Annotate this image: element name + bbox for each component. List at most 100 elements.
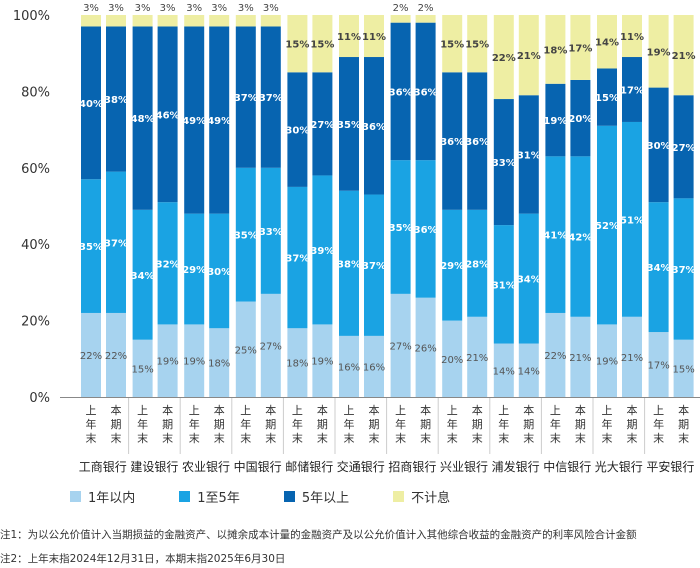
- data-label: 30%: [647, 141, 671, 152]
- bar-segment-2: [235, 167, 256, 302]
- bar-segment-3: [415, 22, 436, 161]
- period-label-char: 末: [678, 431, 689, 445]
- bar-segment-3: [390, 22, 411, 161]
- data-label: 36%: [414, 225, 438, 236]
- bar-segment-2: [493, 225, 514, 344]
- period-label-char: 末: [265, 431, 276, 445]
- data-label: 31%: [492, 280, 516, 291]
- data-label: 14%: [493, 366, 515, 377]
- bar-segment-1: [312, 324, 333, 397]
- bar-segment-2: [157, 202, 178, 325]
- bar-segment-4: [415, 15, 436, 23]
- period-label-char: 上: [498, 404, 509, 417]
- period-label-char: 本: [369, 403, 380, 417]
- bar-segment-2: [648, 202, 669, 333]
- bar-segment-1: [235, 301, 256, 397]
- data-label: 14%: [595, 38, 619, 49]
- data-label: 15%: [595, 93, 619, 104]
- data-label: 37%: [285, 254, 309, 265]
- data-label: 32%: [156, 259, 180, 270]
- bar-segment-3: [673, 95, 694, 199]
- bar-segment-2: [390, 160, 411, 294]
- period-label-char: 上: [395, 404, 406, 417]
- data-label: 31%: [517, 150, 541, 161]
- bank-label: 交通银行: [337, 459, 385, 474]
- bar-segment-1: [467, 316, 488, 397]
- data-label: 19%: [647, 47, 671, 58]
- bar-segment-1: [622, 316, 642, 397]
- period-label-char: 上: [550, 404, 561, 417]
- legend-swatch-non-interest: [393, 491, 405, 502]
- period-label-char: 末: [420, 431, 431, 445]
- data-label: 30%: [207, 267, 231, 278]
- data-label: 38%: [337, 259, 361, 270]
- data-label: 27%: [389, 341, 411, 352]
- data-label: 3%: [160, 3, 176, 14]
- data-label: 15%: [310, 40, 334, 51]
- period-label-char: 末: [344, 431, 355, 445]
- bar-segment-1: [597, 324, 617, 397]
- period-label-char: 末: [240, 431, 251, 445]
- period-label-char: 上: [240, 404, 251, 417]
- bar-segment-3: [570, 79, 591, 157]
- bar-segment-1: [545, 312, 566, 397]
- period-label-char: 末: [292, 431, 303, 445]
- period-label-char: 本: [420, 403, 431, 417]
- bar-segment-3: [597, 68, 617, 126]
- period-label-char: 年: [395, 417, 406, 431]
- data-label: 15%: [131, 364, 153, 375]
- data-label: 37%: [104, 238, 128, 249]
- data-label: 52%: [595, 221, 619, 232]
- bar-segment-3: [235, 26, 256, 168]
- bar-segment-2: [597, 125, 617, 325]
- period-label-char: 上: [86, 404, 97, 417]
- data-label: 36%: [362, 122, 386, 133]
- bar-segment-4: [157, 15, 178, 27]
- period-label-char: 年: [653, 417, 664, 431]
- bank-label: 邮储银行: [285, 459, 333, 474]
- bar-segment-4: [648, 15, 669, 88]
- legend-label-within-1-year: 1年以内: [88, 491, 136, 506]
- bar-segment-1: [209, 328, 230, 397]
- period-label-char: 末: [550, 431, 561, 445]
- bar-segment-1: [673, 339, 694, 397]
- data-label: 3%: [83, 3, 99, 14]
- bar-segment-1: [364, 335, 384, 397]
- bar-segment-2: [673, 198, 694, 340]
- bank-label: 光大银行: [595, 460, 643, 474]
- data-label: 39%: [310, 246, 334, 257]
- period-label-char: 期: [472, 418, 483, 431]
- period-label-char: 年: [137, 417, 148, 431]
- y-tick-label: 40%: [21, 238, 50, 253]
- bar-segment-1: [442, 320, 463, 397]
- bar-segment-2: [518, 213, 539, 344]
- period-label-char: 末: [317, 431, 328, 445]
- y-tick-label: 100%: [13, 9, 50, 24]
- data-label: 16%: [338, 362, 360, 373]
- bar-segment-4: [467, 15, 488, 73]
- bar-segment-1: [648, 332, 669, 397]
- data-label: 20%: [441, 355, 463, 366]
- period-label-char: 末: [653, 431, 664, 445]
- legend-item-1-to-5-years: 1至5年: [179, 487, 240, 506]
- period-label-char: 末: [395, 431, 406, 445]
- bank-label: 中信银行: [543, 459, 591, 474]
- data-label: 17%: [620, 85, 644, 96]
- period-label-char: 本: [162, 403, 173, 417]
- period-label-char: 本: [472, 403, 483, 417]
- data-label: 35%: [389, 223, 413, 234]
- period-label-char: 本: [627, 403, 638, 417]
- bar-segment-2: [339, 190, 359, 336]
- data-label: 2%: [418, 3, 434, 14]
- period-label-char: 期: [627, 418, 638, 431]
- data-label: 21%: [517, 51, 541, 62]
- period-label-char: 末: [472, 431, 483, 445]
- legend-label-over-5-years: 5年以上: [301, 491, 350, 506]
- data-label: 21%: [672, 51, 696, 62]
- bar-segment-2: [209, 213, 230, 329]
- bar-segment-2: [287, 186, 308, 329]
- bank-label: 工商银行: [79, 459, 127, 474]
- data-label: 49%: [207, 116, 231, 127]
- data-label: 37%: [259, 93, 283, 104]
- data-label: 18%: [208, 359, 230, 370]
